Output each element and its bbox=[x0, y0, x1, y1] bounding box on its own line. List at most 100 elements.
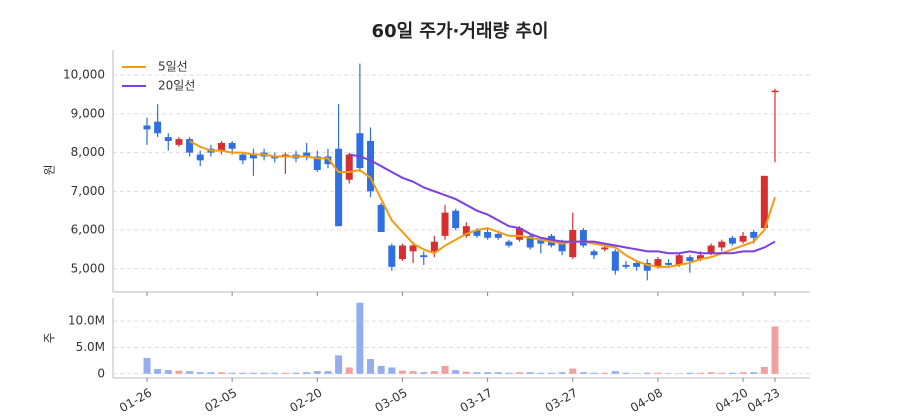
y-tick-label: 10.0M bbox=[68, 314, 105, 328]
candle-body bbox=[398, 245, 406, 260]
y-tick-label: 0 bbox=[97, 366, 105, 380]
volume-bar bbox=[526, 372, 534, 374]
volume-bar bbox=[207, 372, 215, 374]
volume-bar bbox=[686, 372, 694, 374]
candle-body bbox=[622, 264, 630, 267]
volume-bar bbox=[505, 372, 513, 374]
candle-body bbox=[430, 241, 438, 252]
y-tick-label: 6,000 bbox=[71, 223, 105, 237]
volume-bar bbox=[696, 372, 704, 374]
candle-body bbox=[335, 148, 343, 227]
candle-body bbox=[675, 255, 683, 265]
volume-bar bbox=[249, 372, 257, 374]
candle-body bbox=[175, 139, 183, 145]
candle-body bbox=[686, 257, 694, 262]
volume-bar bbox=[196, 372, 204, 374]
volume-bar bbox=[601, 372, 609, 374]
y-tick-label: 5,000 bbox=[71, 261, 105, 275]
candle-body bbox=[665, 262, 673, 265]
volume-bar bbox=[186, 371, 194, 374]
x-tick-label: 01-26 bbox=[117, 386, 154, 416]
volume-bar bbox=[281, 372, 289, 374]
y-tick-label: 8,000 bbox=[71, 145, 105, 159]
candle-body bbox=[249, 154, 257, 159]
candle-body bbox=[516, 228, 524, 240]
moving-average-line bbox=[349, 153, 776, 255]
candle-body bbox=[760, 175, 768, 229]
candle-body bbox=[409, 245, 417, 252]
candle-body bbox=[154, 121, 162, 134]
volume-bar bbox=[292, 372, 300, 374]
volume-bar bbox=[771, 326, 779, 374]
volume-bar bbox=[473, 372, 481, 374]
candle-body bbox=[526, 235, 534, 248]
volume-bar bbox=[643, 372, 651, 374]
volume-bar bbox=[484, 372, 492, 374]
volume-bar bbox=[260, 372, 268, 374]
volume-bar bbox=[175, 370, 183, 374]
x-tick-label: 03-27 bbox=[543, 386, 580, 416]
volume-bar bbox=[547, 372, 555, 374]
volume-bar bbox=[665, 373, 673, 374]
candle-body bbox=[643, 262, 651, 271]
candle-body bbox=[569, 230, 577, 258]
candle-body bbox=[164, 137, 172, 141]
volume-bar bbox=[441, 365, 449, 374]
candle-body bbox=[739, 235, 747, 242]
candle-body bbox=[313, 156, 321, 171]
volume-bar bbox=[654, 372, 662, 374]
volume-bar bbox=[228, 372, 236, 374]
candle-body bbox=[186, 139, 194, 153]
candle-body bbox=[611, 251, 619, 271]
candle-body bbox=[441, 212, 449, 236]
volume-bar bbox=[324, 371, 332, 374]
volume-bar bbox=[239, 372, 247, 374]
x-tick-label: 03-17 bbox=[458, 386, 495, 416]
x-tick-label: 04-08 bbox=[628, 386, 665, 416]
candle-body bbox=[558, 243, 566, 252]
x-tick-label: 04-20 bbox=[713, 386, 750, 416]
legend-label: 20일선 bbox=[158, 79, 195, 93]
candle-body bbox=[462, 226, 470, 236]
volume-bar bbox=[388, 367, 396, 374]
x-tick-label: 04-23 bbox=[745, 386, 782, 416]
volume-bar bbox=[494, 372, 502, 374]
y-tick-label: 7,000 bbox=[71, 184, 105, 198]
candle-body bbox=[707, 245, 715, 254]
volume-bar bbox=[750, 372, 758, 374]
y-tick-label: 5.0M bbox=[76, 340, 105, 354]
candle-body bbox=[143, 125, 151, 130]
candle-body bbox=[303, 152, 311, 157]
volume-bar bbox=[335, 355, 343, 374]
candle-body bbox=[452, 210, 460, 229]
volume-bar bbox=[675, 373, 683, 374]
volume-bar bbox=[143, 358, 151, 374]
candle-body bbox=[345, 154, 353, 180]
volume-bar bbox=[367, 359, 375, 374]
y-axis-label: 주 bbox=[43, 332, 57, 343]
volume-bar bbox=[420, 372, 428, 374]
volume-bar bbox=[728, 372, 736, 374]
volume-bar bbox=[164, 370, 172, 374]
candle-body bbox=[388, 245, 396, 267]
volume-bar bbox=[313, 371, 321, 374]
volume-bar bbox=[218, 372, 226, 374]
volume-bar bbox=[590, 372, 598, 374]
candle-body bbox=[239, 154, 247, 161]
volume-bar bbox=[633, 373, 641, 374]
volume-bar bbox=[707, 372, 715, 374]
volume-bar bbox=[516, 372, 524, 374]
volume-bar bbox=[558, 372, 566, 374]
volume-bar bbox=[409, 371, 417, 374]
volume-bar bbox=[271, 372, 279, 374]
chart-title: 60일 주가·거래량 추이 bbox=[372, 21, 549, 42]
y-tick-label: 9,000 bbox=[71, 106, 105, 120]
candle-body bbox=[601, 247, 609, 250]
volume-bar bbox=[462, 371, 470, 374]
volume-bar bbox=[430, 371, 438, 374]
candle-body bbox=[579, 230, 587, 246]
volume-bar bbox=[569, 368, 577, 374]
candle-body bbox=[377, 204, 385, 232]
candle-body bbox=[537, 239, 545, 244]
